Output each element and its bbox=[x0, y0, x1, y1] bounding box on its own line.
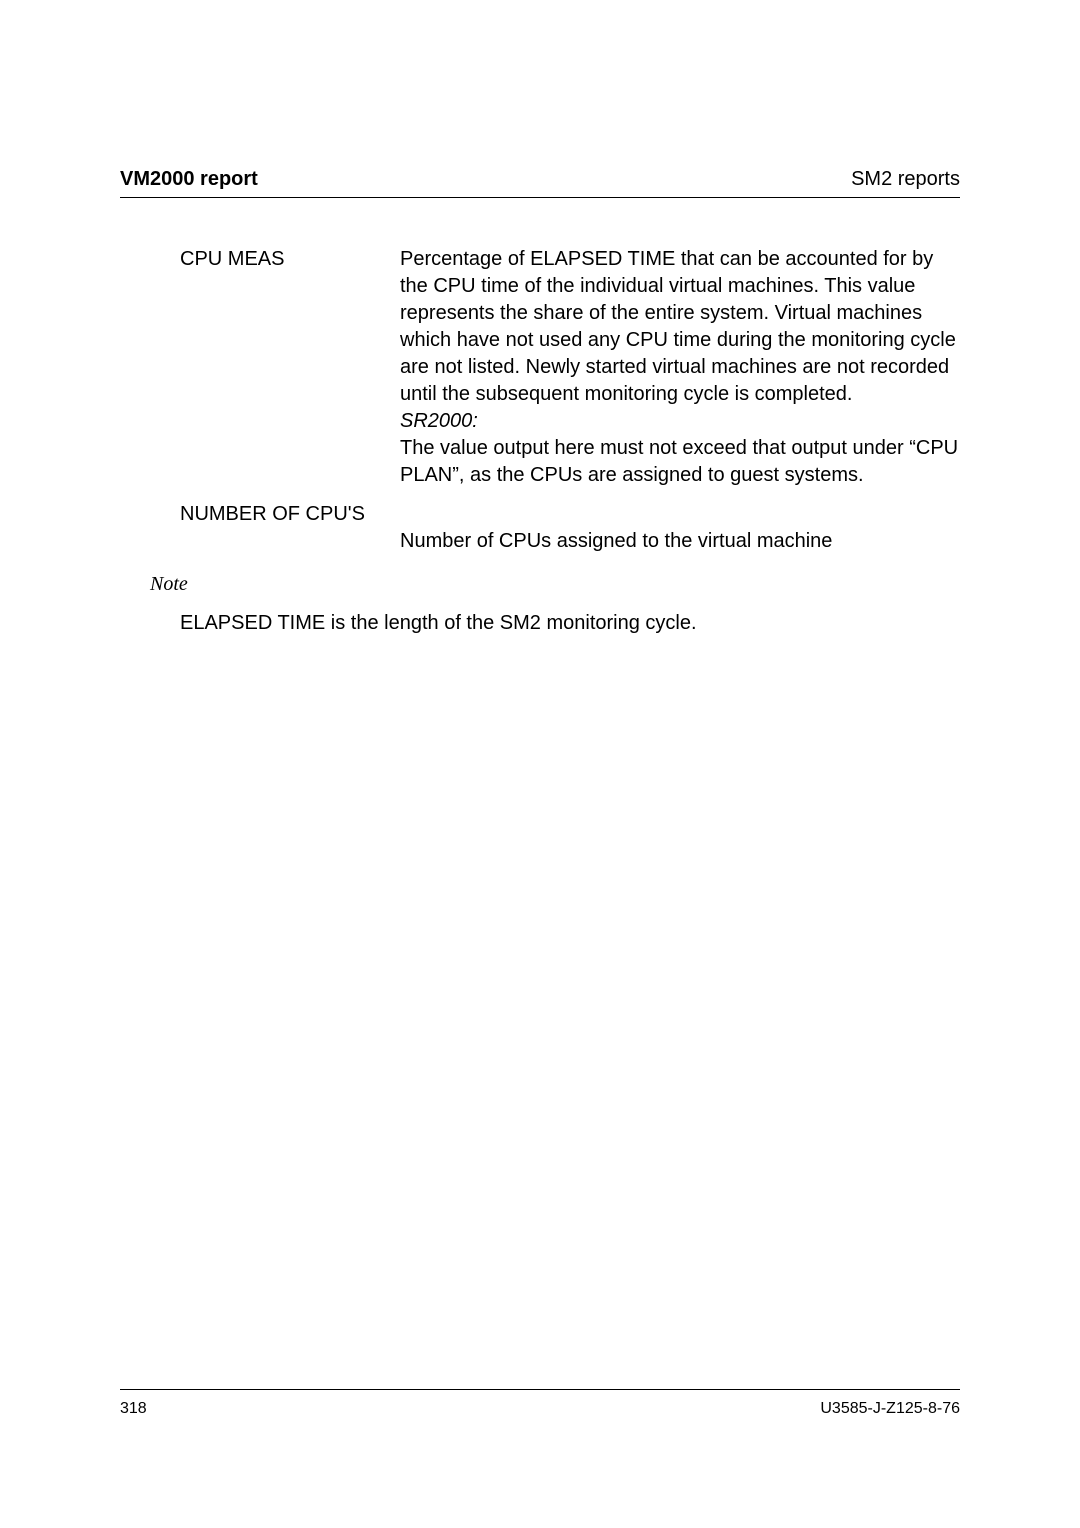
definition-term: CPU MEAS bbox=[180, 246, 400, 273]
definition-desc-after: The value output here must not exceed th… bbox=[400, 435, 960, 489]
note-block: Note ELAPSED TIME is the length of the S… bbox=[150, 573, 960, 637]
definition-row-desc: Number of CPUs assigned to the virtual m… bbox=[180, 528, 960, 555]
page-number: 318 bbox=[120, 1400, 147, 1418]
document-id: U3585-J-Z125-8-76 bbox=[820, 1400, 960, 1418]
header-title-left: VM2000 report bbox=[120, 168, 258, 191]
definition-number-of-cpus: NUMBER OF CPU'S Number of CPUs assigned … bbox=[180, 501, 960, 555]
definition-desc-after: Number of CPUs assigned to the virtual m… bbox=[400, 528, 960, 555]
document-page: VM2000 report SM2 reports CPU MEAS Perce… bbox=[0, 0, 1080, 1528]
definition-term: NUMBER OF CPU'S bbox=[180, 501, 960, 528]
definition-desc-main: Percentage of ELAPSED TIME that can be a… bbox=[400, 246, 960, 408]
note-body: ELAPSED TIME is the length of the SM2 mo… bbox=[180, 610, 960, 637]
page-header: VM2000 report SM2 reports bbox=[120, 168, 960, 198]
definition-description: Number of CPUs assigned to the virtual m… bbox=[400, 528, 960, 555]
page-footer: 318 U3585-J-Z125-8-76 bbox=[120, 1389, 960, 1418]
definition-cpu-meas: CPU MEAS Percentage of ELAPSED TIME that… bbox=[180, 246, 960, 489]
note-label: Note bbox=[150, 573, 960, 596]
definition-row: NUMBER OF CPU'S bbox=[180, 501, 960, 528]
definition-row: CPU MEAS Percentage of ELAPSED TIME that… bbox=[180, 246, 960, 489]
definition-description: Percentage of ELAPSED TIME that can be a… bbox=[400, 246, 960, 489]
header-title-right: SM2 reports bbox=[851, 168, 960, 191]
definition-desc-italic: SR2000: bbox=[400, 408, 960, 435]
